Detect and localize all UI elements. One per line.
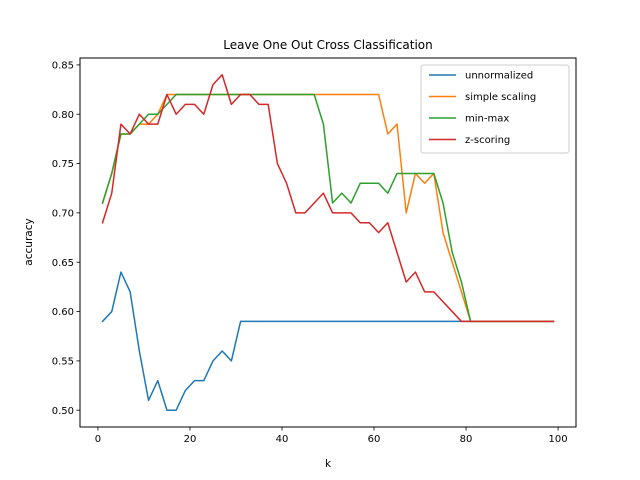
- y-tick-label: 0.50: [52, 406, 74, 417]
- y-tick-label: 0.75: [52, 159, 74, 170]
- series-line-z-scoring: [101, 74, 555, 323]
- legend-label: simple scaling: [465, 92, 536, 103]
- legend-label: min-max: [465, 114, 509, 125]
- y-tick-label: 0.70: [52, 209, 74, 220]
- y-tick-label: 0.85: [52, 61, 74, 72]
- x-tick-label: 40: [276, 434, 289, 445]
- y-axis: 0.50 0.55 0.60 0.65 0.70 0.75 0.80 0.85: [52, 61, 80, 417]
- x-axis: 0 20 40 60 80 100: [95, 427, 568, 445]
- axes-frame: [79, 57, 577, 428]
- y-axis-label: accuracy: [23, 218, 35, 265]
- x-tick-label: 60: [368, 434, 381, 445]
- x-axis-label: k: [325, 458, 332, 470]
- x-tick-label: 80: [460, 434, 473, 445]
- x-tick-label: 20: [184, 434, 197, 445]
- chart-title: Leave One Out Cross Classification: [223, 38, 432, 52]
- y-tick-label: 0.55: [52, 356, 74, 367]
- plot-area: [101, 74, 555, 411]
- legend-label: z-scoring: [465, 135, 510, 146]
- x-tick-label: 0: [95, 434, 101, 445]
- y-tick-label: 0.80: [52, 110, 74, 121]
- y-tick-label: 0.60: [52, 307, 74, 318]
- legend-label: unnormalized: [465, 71, 533, 82]
- y-tick-label: 0.65: [52, 258, 74, 269]
- legend-box: [420, 64, 570, 154]
- legend: unnormalized simple scaling min-max z-scori…: [420, 64, 570, 154]
- x-tick-label: 100: [549, 434, 568, 445]
